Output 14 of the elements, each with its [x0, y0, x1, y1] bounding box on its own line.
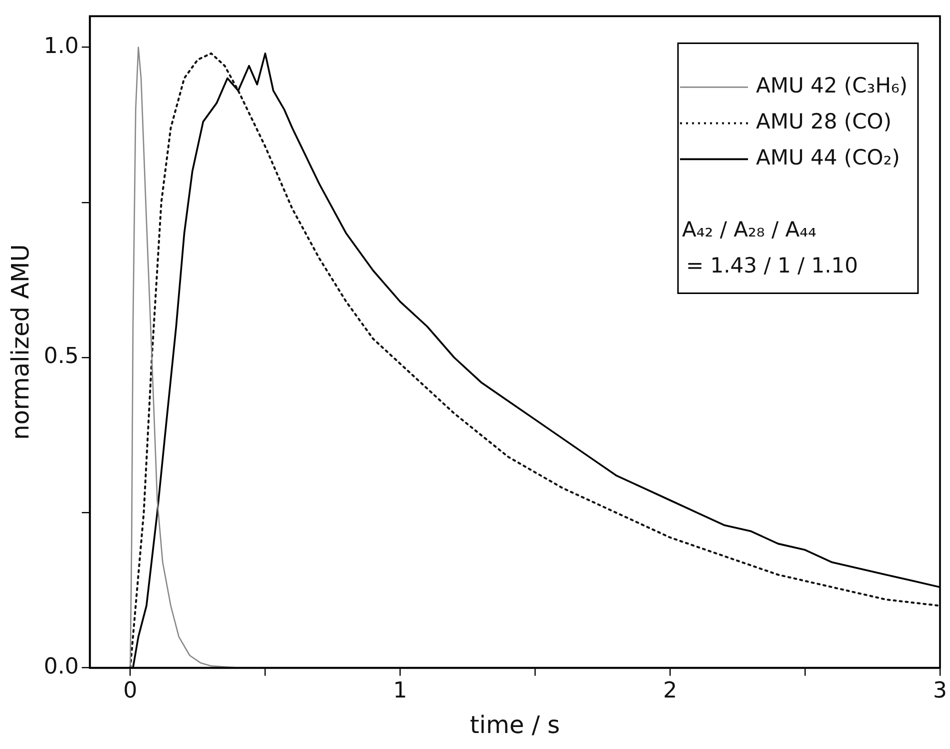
legend-label: AMU 28 (CO)	[756, 110, 892, 134]
legend-label: AMU 44 (CO₂)	[756, 146, 900, 170]
x-tick-label: 2	[663, 678, 678, 704]
y-tick-label: 1.0	[44, 34, 79, 59]
legend-label: AMU 42 (C₃H₆)	[756, 74, 908, 98]
y-tick-label: 0.5	[44, 344, 79, 370]
y-axis-title: normalized AMU	[6, 244, 35, 440]
x-axis-title: time / s	[470, 710, 560, 739]
annotation: A₄₂ / A₂₈ / A₄₄	[682, 218, 816, 242]
y-tick-label: 0.0	[44, 654, 79, 680]
x-tick-label: 3	[933, 678, 947, 704]
x-tick-label: 0	[123, 678, 138, 704]
annotation: = 1.43 / 1 / 1.10	[686, 254, 858, 278]
x-tick-label: 1	[393, 678, 408, 704]
